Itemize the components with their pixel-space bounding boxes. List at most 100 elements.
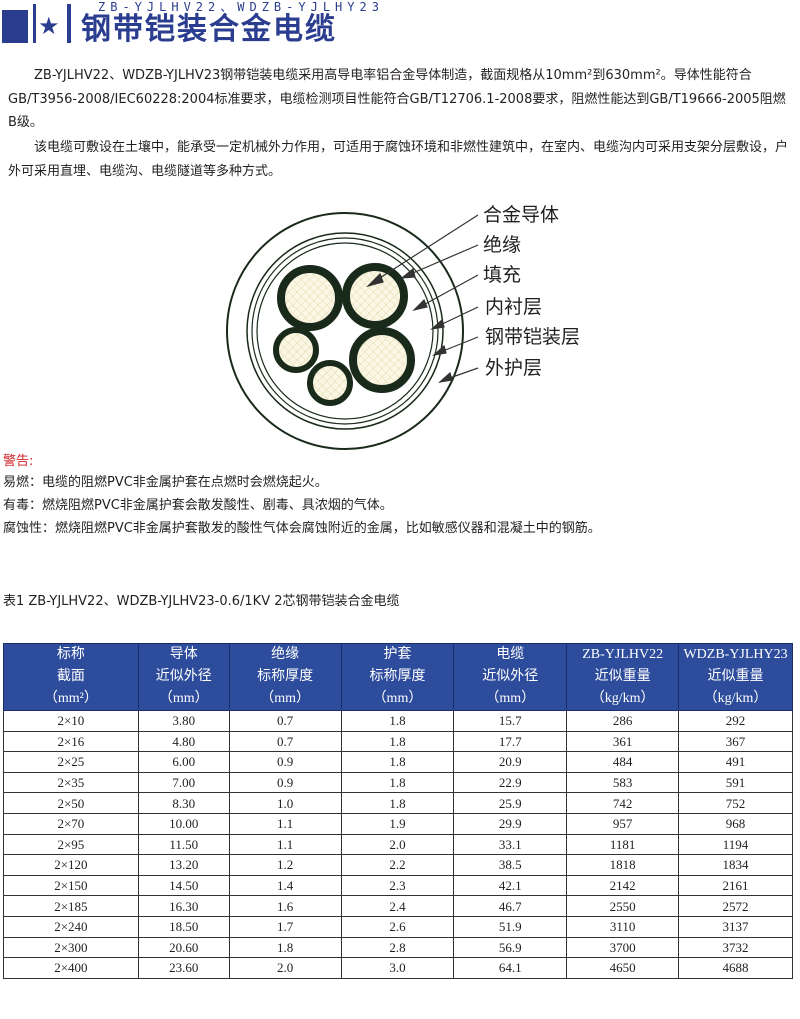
table-cell: 1194 [678, 833, 793, 856]
warning-title: 警告: [3, 454, 34, 469]
label-insulation: 绝缘 [483, 234, 522, 256]
table-cell: 1.8 [340, 792, 455, 814]
header-line: 标称 [56, 647, 85, 662]
table-row: 2×185 16.30 1.6 2.4 46.7 2550 2572 [3, 895, 793, 917]
table-cell: 33.1 [453, 833, 568, 856]
table-cell: 42.1 [453, 874, 568, 897]
table-cell: 13.20 [137, 854, 230, 876]
header-line: （kg/km） [590, 691, 655, 706]
table-cell: 742 [566, 792, 680, 814]
table-cell: 484 [566, 751, 680, 773]
table-row: 2×300 20.60 1.8 2.8 56.9 3700 3732 [3, 936, 793, 959]
logo-line [67, 4, 71, 43]
header-line: （kg/km） [703, 691, 768, 706]
table-caption: 表1 ZB-YJLHV22、WDZB-YJLHV23-0.6/1KV 2芯钢带铠… [3, 594, 400, 609]
table-cell: 2×400 [3, 957, 139, 979]
table-cell: 0.9 [228, 771, 342, 794]
table-cell: 2×150 [3, 874, 139, 897]
table-cell: 2×120 [3, 854, 139, 876]
table-row: 2×70 10.00 1.1 1.9 29.9 957 968 [3, 812, 793, 835]
table-cell: 2.0 [340, 833, 455, 856]
table-cell: 22.9 [453, 771, 568, 794]
header-line: （mm） [485, 691, 536, 706]
column-header: 导体 近似外径 （mm） [137, 643, 230, 711]
table-row: 2×95 11.50 1.1 2.0 33.1 1181 1194 [3, 833, 793, 856]
table-row: 2×50 8.30 1.0 1.8 25.9 742 752 [3, 792, 793, 814]
table-cell: 2×16 [3, 730, 139, 753]
table-cell: 2.2 [340, 854, 455, 876]
header-line: ZB-YJLHV22 [582, 647, 664, 662]
table-cell: 64.1 [453, 957, 568, 979]
table-cell: 1.2 [228, 854, 342, 876]
table-cell: 2×25 [3, 751, 139, 773]
table-cell: 591 [678, 771, 793, 794]
page-subtitle: ZB-YJLHV22、WDZB-YJLHY23 [98, 0, 384, 14]
table-cell: 14.50 [137, 874, 230, 897]
table-cell: 16.30 [137, 895, 230, 917]
table-cell: 0.7 [228, 710, 342, 732]
table-cell: 2×185 [3, 895, 139, 917]
table-cell: 3137 [678, 915, 793, 938]
table-cell: 11.50 [137, 833, 230, 856]
header-line: 标称厚度 [369, 669, 426, 684]
table-cell: 1834 [678, 854, 793, 876]
warning-item: 易燃：电缆的阻燃PVC非金属护套在点燃时会燃烧起火。 [3, 475, 328, 490]
steel-tape-armour [246, 232, 444, 430]
header-line: （mm²） [43, 691, 98, 706]
intro-paragraph: ZB-YJLHV22、WDZB-YJLHV23钢带铠装电缆采用高导电率铝合金导体… [8, 68, 786, 130]
table-cell: 1818 [566, 854, 680, 876]
table-cell: 17.7 [453, 730, 568, 753]
table-cell: 1.8 [340, 771, 455, 794]
column-header: 电缆 近似外径 （mm） [453, 643, 568, 711]
label-outer-sheath: 外护层 [485, 357, 543, 379]
conductor-core [342, 263, 408, 329]
header-line: 标称厚度 [257, 669, 314, 684]
table-cell: 3700 [566, 936, 680, 959]
table-cell: 1.8 [228, 936, 342, 959]
table-cell: 18.50 [137, 915, 230, 938]
table-cell: 2572 [678, 895, 793, 917]
table-cell: 25.9 [453, 792, 568, 814]
table-cell: 491 [678, 751, 793, 773]
table-cell: 2550 [566, 895, 680, 917]
table-cell: 3.0 [340, 957, 455, 979]
table-cell: 2×300 [3, 936, 139, 959]
header-line: （mm） [372, 691, 423, 706]
header-line: 近似外径 [155, 669, 212, 684]
table-cell: 1181 [566, 833, 680, 856]
header-line: 绝缘 [271, 647, 300, 662]
conductor-core [277, 265, 343, 331]
intro-paragraph: 该电缆可敷设在土壤中，能承受一定机械外力作用，可适用于腐蚀环境和非燃性建筑中，在… [8, 140, 789, 179]
table-cell: 3.80 [137, 710, 230, 732]
armour-inner [251, 237, 439, 425]
column-header: 护套 标称厚度 （mm） [340, 643, 455, 711]
label-alloy-conductor: 合金导体 [483, 204, 560, 226]
logo-block [2, 10, 28, 43]
table-header-row: 标称 截面 （mm²） 导体 近似外径 （mm） 绝缘 标称厚度 （mm） 护套 标称厚度 （mm）电… [3, 643, 793, 711]
table-cell: 2×35 [3, 771, 139, 794]
table-cell: 3732 [678, 936, 793, 959]
table-cell: 361 [566, 730, 680, 753]
table-cell: 4650 [566, 957, 680, 979]
table-cell: 4688 [678, 957, 793, 979]
table-cell: 2161 [678, 874, 793, 897]
star-icon: ★ [38, 12, 60, 40]
table-cell: 1.1 [228, 812, 342, 835]
table-cell: 7.00 [137, 771, 230, 794]
table-cell: 1.7 [228, 915, 342, 938]
table-row: 2×400 23.60 2.0 3.0 64.1 4650 4688 [3, 957, 793, 979]
table-cell: 2×240 [3, 915, 139, 938]
table-cell: 10.00 [137, 812, 230, 835]
table-cell: 2×70 [3, 812, 139, 835]
page-title: 钢带铠装合金电缆 [81, 12, 337, 47]
warning-item: 腐蚀性：燃烧阻燃PVC非金属护套散发的酸性气体会腐蚀附近的金属，比如敏感仪器和混… [3, 521, 601, 536]
outer-sheath [226, 212, 464, 450]
table-cell: 56.9 [453, 936, 568, 959]
column-header: ZB-YJLHV22 近似重量 （kg/km） [566, 643, 680, 711]
spec-table: 标称 截面 （mm²） 导体 近似外径 （mm） 绝缘 标称厚度 （mm） 护套 标称厚度 （mm）电… [3, 643, 793, 979]
table-cell: 367 [678, 730, 793, 753]
header-line: （mm） [260, 691, 310, 706]
label-inner-lining: 内衬层 [485, 296, 543, 318]
table-row: 2×10 3.80 0.7 1.8 15.7 286 292 [3, 710, 793, 732]
column-header: 绝缘标称厚度 （mm） [228, 643, 342, 711]
